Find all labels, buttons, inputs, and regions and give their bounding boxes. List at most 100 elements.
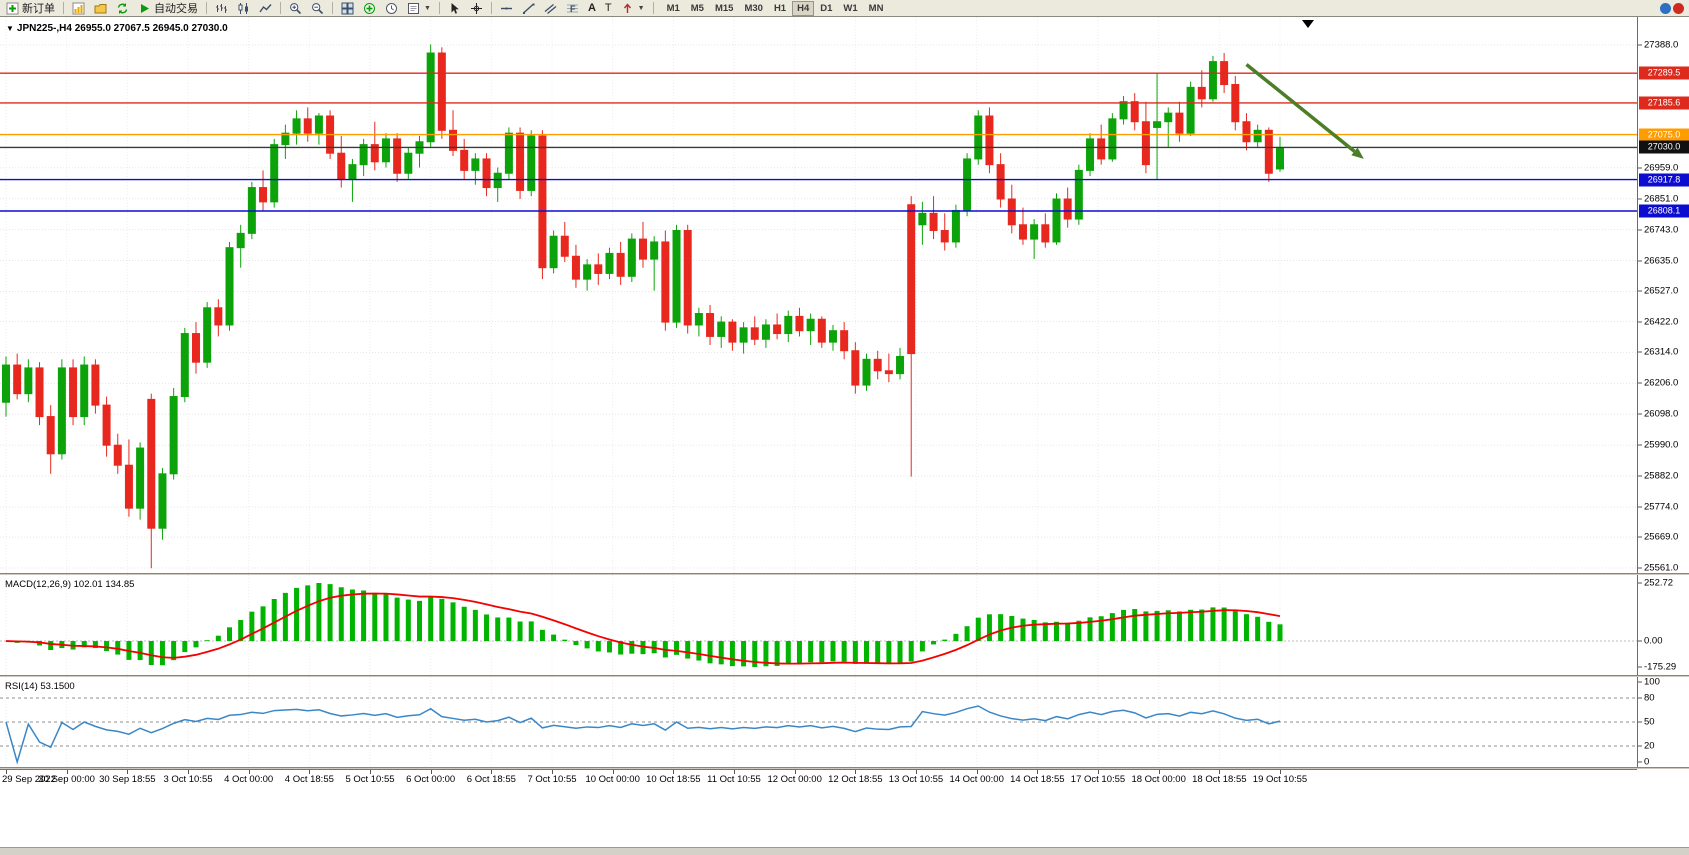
- time-tick: [188, 770, 189, 774]
- chart-title-text: JPN225-,H4 26955.0 27067.5 26945.0 27030…: [16, 23, 228, 34]
- time-axis[interactable]: 29 Sep 2022 30 Sep 00:00 30 Sep 18:55 3 Oct…: [0, 769, 1637, 787]
- macd-scale-max: 252.72: [1644, 577, 1674, 589]
- refresh-icon: [117, 3, 128, 13]
- indicators-icon: [364, 2, 375, 14]
- chart-shift-marker[interactable]: [1302, 20, 1314, 28]
- bar-chart-icon: [216, 3, 227, 13]
- time-axis-label: 10 Oct 00:00: [585, 774, 640, 785]
- time-tick: [794, 770, 796, 774]
- price-axis-label: 26098.0: [1644, 408, 1679, 420]
- rsi-pane[interactable]: [0, 677, 1637, 767]
- axis-tick: [1638, 567, 1642, 569]
- time-tick: [1158, 770, 1160, 774]
- pane-divider[interactable]: [0, 675, 1689, 677]
- axis-tick: [1638, 475, 1642, 477]
- profiles-icon: [94, 3, 107, 13]
- channel-button[interactable]: [540, 1, 561, 16]
- timeframe-button-m5[interactable]: M5: [690, 2, 704, 14]
- time-axis-label: 29 Sep 2022: [2, 774, 56, 785]
- timeframe-button-h4[interactable]: H4: [792, 0, 815, 16]
- timeframe-button-m15[interactable]: M15: [714, 2, 734, 14]
- rsi-scale-label: 80: [1644, 692, 1655, 704]
- svg-text:F: F: [570, 4, 576, 14]
- refresh-button[interactable]: [112, 1, 133, 16]
- pane-divider[interactable]: [0, 573, 1689, 575]
- timeframe-button-h1[interactable]: H1: [773, 2, 787, 14]
- time-tick: [491, 770, 493, 774]
- timeframe-button-d1[interactable]: D1: [820, 2, 833, 14]
- time-tick: [673, 770, 675, 774]
- timeframe-button-m1[interactable]: M1: [666, 2, 680, 14]
- timeframe-button-m30[interactable]: M30: [744, 2, 763, 14]
- macd-pane[interactable]: [0, 575, 1637, 675]
- axis-tick: [1638, 290, 1642, 292]
- profiles-button[interactable]: [90, 1, 111, 16]
- time-axis-label: 19 Oct 10:55: [1252, 774, 1308, 785]
- time-axis-label: 18 Oct 00:00: [1131, 774, 1186, 785]
- time-tick: [127, 770, 129, 774]
- indicators-button[interactable]: [359, 1, 380, 16]
- arrow-tool-icon: [623, 2, 631, 13]
- line-chart-icon: [259, 3, 272, 12]
- price-axis[interactable]: 27388.0 26959.0 26851.0 26743.0 26635.0 26527…: [1637, 17, 1689, 769]
- notification-icon-blue[interactable]: [1660, 2, 1671, 14]
- text-tool-button[interactable]: A: [584, 1, 600, 16]
- new-order-label: 新订单: [22, 3, 55, 15]
- text-tool-label: A: [587, 2, 596, 14]
- cursor-button[interactable]: [444, 1, 465, 16]
- axis-tick: [1638, 444, 1642, 446]
- autotrading-button[interactable]: 自动交易: [134, 1, 202, 16]
- axis-tick: [1638, 260, 1642, 262]
- price-badge-26808.1: 26808.1: [1639, 204, 1689, 218]
- zoom-in-button[interactable]: [285, 1, 306, 16]
- rsi-scale-label: 100: [1644, 676, 1660, 688]
- charts-button[interactable]: [68, 1, 89, 16]
- label-tool-button[interactable]: T: [601, 1, 616, 16]
- candlestick-chart-button[interactable]: [233, 1, 254, 16]
- trendline-button[interactable]: [518, 1, 539, 16]
- time-axis-label: 12 Oct 18:55: [828, 774, 883, 785]
- price-axis-label: 26635.0: [1644, 255, 1679, 267]
- notification-icon-red[interactable]: [1673, 2, 1684, 14]
- bar-chart-button[interactable]: [211, 1, 232, 16]
- fibonacci-button[interactable]: F: [562, 1, 583, 16]
- time-tick: [976, 770, 978, 774]
- time-tick: [855, 770, 857, 774]
- axis-tick: [1638, 198, 1642, 200]
- zoom-out-button[interactable]: [307, 1, 328, 16]
- price-axis-label: 25882.0: [1644, 470, 1679, 482]
- axis-tick: [1638, 506, 1642, 508]
- one-click-trading-toggle[interactable]: ▼: [6, 24, 14, 33]
- trend-arrow[interactable]: [1245, 63, 1356, 153]
- line-chart-button[interactable]: [255, 1, 276, 16]
- timeframe-button-mn[interactable]: MN: [868, 2, 884, 14]
- tile-windows-button[interactable]: [337, 1, 358, 16]
- arrows-tool-button[interactable]: ▼: [617, 1, 649, 16]
- pane-divider[interactable]: [0, 767, 1689, 769]
- timeframe-button-w1[interactable]: W1: [843, 2, 858, 14]
- axis-tick: [1638, 697, 1642, 699]
- toolbar-separator: [332, 2, 333, 14]
- toolbar-separator: [652, 2, 654, 14]
- horizontal-line-icon: [500, 7, 512, 9]
- time-tick: [1098, 770, 1099, 774]
- time-tick: [248, 770, 250, 774]
- crosshair-icon: [470, 2, 482, 14]
- time-tick: [430, 770, 432, 774]
- price-axis-label: 26851.0: [1644, 193, 1679, 205]
- clock-button[interactable]: [381, 1, 402, 16]
- timeframe-group: M1 M5 M15 M30 H1 H4 D1 W1 MN: [662, 0, 889, 16]
- price-badge-27185.6: 27185.6: [1639, 96, 1689, 110]
- zoom-out-icon: [312, 2, 324, 14]
- zoom-in-icon: [290, 2, 302, 14]
- horizontal-line-button[interactable]: [496, 1, 517, 16]
- price-axis-label: 27388.0: [1644, 39, 1679, 51]
- price-pane[interactable]: [0, 17, 1637, 573]
- new-order-button[interactable]: 新订单: [2, 1, 59, 16]
- axis-tick: [1638, 382, 1642, 384]
- price-axis-label: 25774.0: [1644, 501, 1679, 513]
- rsi-value: 53.1500: [40, 681, 75, 692]
- trendline-icon: [522, 2, 535, 14]
- templates-button[interactable]: ▼: [403, 1, 435, 16]
- crosshair-button[interactable]: [466, 1, 487, 16]
